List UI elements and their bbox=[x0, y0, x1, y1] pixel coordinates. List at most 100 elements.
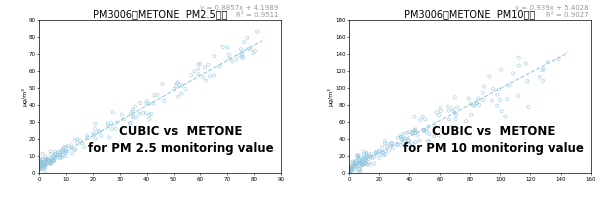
Point bbox=[346, 167, 356, 170]
Point bbox=[61, 150, 70, 153]
Point bbox=[70, 138, 80, 141]
Point bbox=[36, 161, 46, 164]
Point bbox=[494, 88, 503, 91]
Point bbox=[61, 145, 71, 148]
Point bbox=[358, 164, 367, 167]
Point bbox=[46, 160, 55, 163]
Point bbox=[89, 132, 98, 135]
Point bbox=[38, 163, 47, 166]
Point bbox=[419, 129, 428, 133]
Point bbox=[381, 153, 391, 156]
Point bbox=[355, 158, 365, 161]
Point bbox=[363, 157, 373, 161]
Point bbox=[36, 163, 46, 166]
Point bbox=[223, 46, 232, 49]
Point bbox=[209, 55, 219, 58]
Point bbox=[524, 105, 533, 108]
Point bbox=[209, 74, 218, 77]
Point bbox=[187, 73, 196, 77]
Point bbox=[50, 158, 59, 161]
Point bbox=[200, 66, 210, 69]
Point bbox=[347, 167, 357, 170]
Point bbox=[521, 62, 530, 65]
Point bbox=[354, 154, 364, 157]
Point bbox=[44, 159, 54, 162]
Point bbox=[35, 162, 45, 165]
Point bbox=[126, 121, 136, 124]
Point bbox=[451, 117, 460, 121]
Point bbox=[346, 165, 356, 168]
Point bbox=[421, 128, 431, 131]
Point bbox=[413, 133, 422, 136]
Point bbox=[344, 168, 354, 171]
Point bbox=[356, 164, 365, 168]
Point bbox=[353, 155, 363, 158]
Point bbox=[347, 169, 356, 172]
Point bbox=[173, 81, 183, 84]
Point bbox=[37, 158, 47, 161]
Point bbox=[448, 107, 457, 110]
Point bbox=[436, 110, 445, 113]
Point bbox=[370, 162, 379, 165]
Point bbox=[35, 164, 44, 167]
Point bbox=[149, 102, 158, 105]
Point bbox=[131, 116, 140, 119]
Point bbox=[40, 161, 49, 164]
Point bbox=[49, 159, 59, 162]
Point bbox=[44, 157, 53, 160]
Point bbox=[38, 152, 47, 155]
Point bbox=[355, 168, 365, 171]
Point bbox=[58, 149, 68, 152]
Point bbox=[47, 158, 56, 161]
Point bbox=[159, 99, 169, 102]
Point bbox=[49, 154, 58, 158]
Point bbox=[400, 137, 410, 140]
Point bbox=[106, 121, 116, 125]
Point bbox=[253, 30, 262, 33]
Point bbox=[478, 91, 488, 94]
Point bbox=[40, 162, 50, 165]
Point bbox=[35, 159, 44, 162]
Point bbox=[353, 160, 362, 163]
Point bbox=[352, 162, 361, 165]
Point bbox=[407, 142, 417, 145]
Point bbox=[346, 169, 356, 172]
Point bbox=[181, 87, 190, 91]
Point bbox=[190, 70, 199, 73]
Point bbox=[40, 164, 50, 167]
Point bbox=[350, 161, 359, 164]
Point bbox=[40, 164, 49, 167]
Point bbox=[361, 158, 370, 162]
Point bbox=[61, 151, 70, 155]
Point bbox=[158, 83, 167, 86]
Point bbox=[94, 129, 104, 132]
Point bbox=[35, 162, 45, 165]
Point bbox=[514, 64, 524, 67]
Point bbox=[366, 163, 376, 166]
Point bbox=[386, 142, 396, 145]
Point bbox=[35, 163, 44, 166]
Point bbox=[193, 67, 203, 70]
Point bbox=[91, 137, 100, 140]
Point bbox=[104, 136, 114, 139]
Point bbox=[55, 155, 65, 158]
Point bbox=[508, 72, 518, 75]
Point bbox=[374, 156, 384, 159]
Point bbox=[349, 168, 359, 171]
Point bbox=[37, 161, 47, 164]
Point bbox=[505, 84, 514, 87]
Point bbox=[359, 150, 368, 153]
Point bbox=[362, 151, 371, 155]
Point bbox=[478, 99, 488, 102]
Point bbox=[345, 163, 355, 166]
Point bbox=[112, 121, 122, 124]
Point bbox=[352, 154, 362, 157]
Point bbox=[364, 161, 374, 164]
Point bbox=[38, 162, 47, 165]
Point bbox=[472, 101, 481, 104]
Point bbox=[224, 57, 234, 60]
Point bbox=[42, 157, 52, 161]
Point bbox=[62, 150, 72, 153]
Point bbox=[424, 139, 433, 142]
Point bbox=[451, 113, 461, 117]
